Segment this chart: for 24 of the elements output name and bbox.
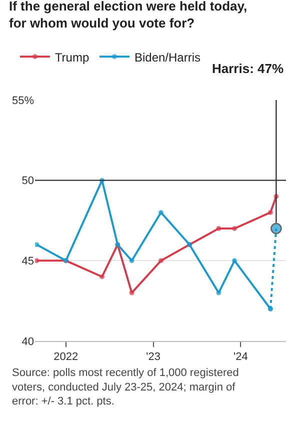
- point: [216, 226, 222, 232]
- point: [129, 258, 134, 264]
- y-tick-label: 45: [22, 256, 34, 268]
- legend-label: Biden/Harris: [134, 50, 200, 64]
- legend-label: Trump: [54, 50, 90, 64]
- point: [100, 274, 105, 280]
- chart-title: If the general election were held today, for whom would you vote for?: [9, 0, 248, 31]
- point: [35, 242, 40, 248]
- ref-line-label: Harris: 47%: [212, 61, 284, 76]
- y-tick-label: 50: [22, 175, 34, 188]
- y-tick-label: 55%: [12, 94, 34, 107]
- point: [232, 226, 238, 232]
- point: [158, 210, 164, 215]
- point: [35, 258, 40, 264]
- x-tick-label: '23: [146, 351, 160, 364]
- point: [216, 290, 222, 296]
- point: [232, 258, 238, 264]
- source-note: Source: polls most recently of 1,000 registered voters, conducted July 23-25, 2024; margin of error: +/- 3.1 pct. pts.: [12, 367, 239, 408]
- x-tick-label: '24: [234, 351, 248, 364]
- x-tick-label: 2022: [54, 351, 78, 364]
- point: [129, 290, 134, 296]
- point: [268, 210, 273, 215]
- y-tick-label: 40: [22, 336, 34, 348]
- point: [158, 258, 164, 264]
